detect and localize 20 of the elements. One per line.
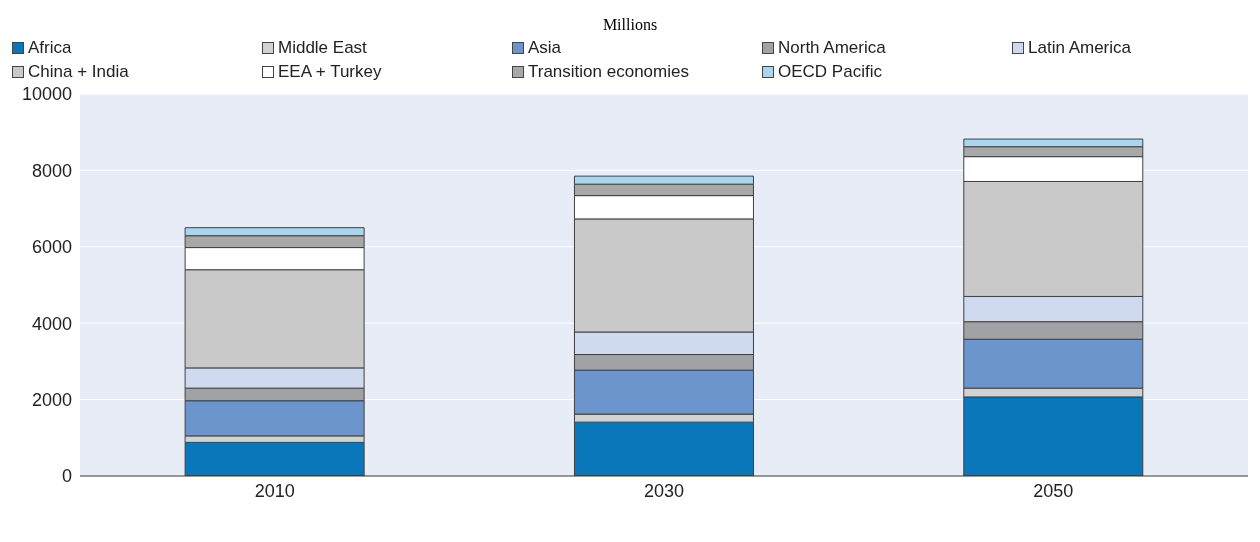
legend-label: Africa <box>28 38 72 58</box>
chart-subtitle: Millions <box>601 15 659 34</box>
legend-label: Transition economies <box>528 62 689 82</box>
y-tick-label: 6000 <box>31 237 72 258</box>
legend-label: OECD Pacific <box>778 62 882 82</box>
y-tick-label: 8000 <box>31 160 72 181</box>
x-tick-label: 2050 <box>1033 480 1074 501</box>
x-tick-label: 2010 <box>254 480 295 501</box>
y-tick-label: 2000 <box>31 389 72 410</box>
legend-label: Middle East <box>278 38 367 58</box>
y-tick-label: 4000 <box>31 313 72 334</box>
x-tick-label: 2030 <box>643 480 685 501</box>
legend-label: China + India <box>28 62 129 82</box>
legend-label: EEA + Turkey <box>278 62 382 82</box>
y-tick-label: 0 <box>61 466 72 487</box>
legend-label: Latin America <box>1028 38 1131 58</box>
legend-label: North America <box>778 38 886 58</box>
legend-label: Asia <box>528 38 562 58</box>
bar <box>184 441 365 476</box>
y-tick-label: 10000 <box>21 84 72 105</box>
